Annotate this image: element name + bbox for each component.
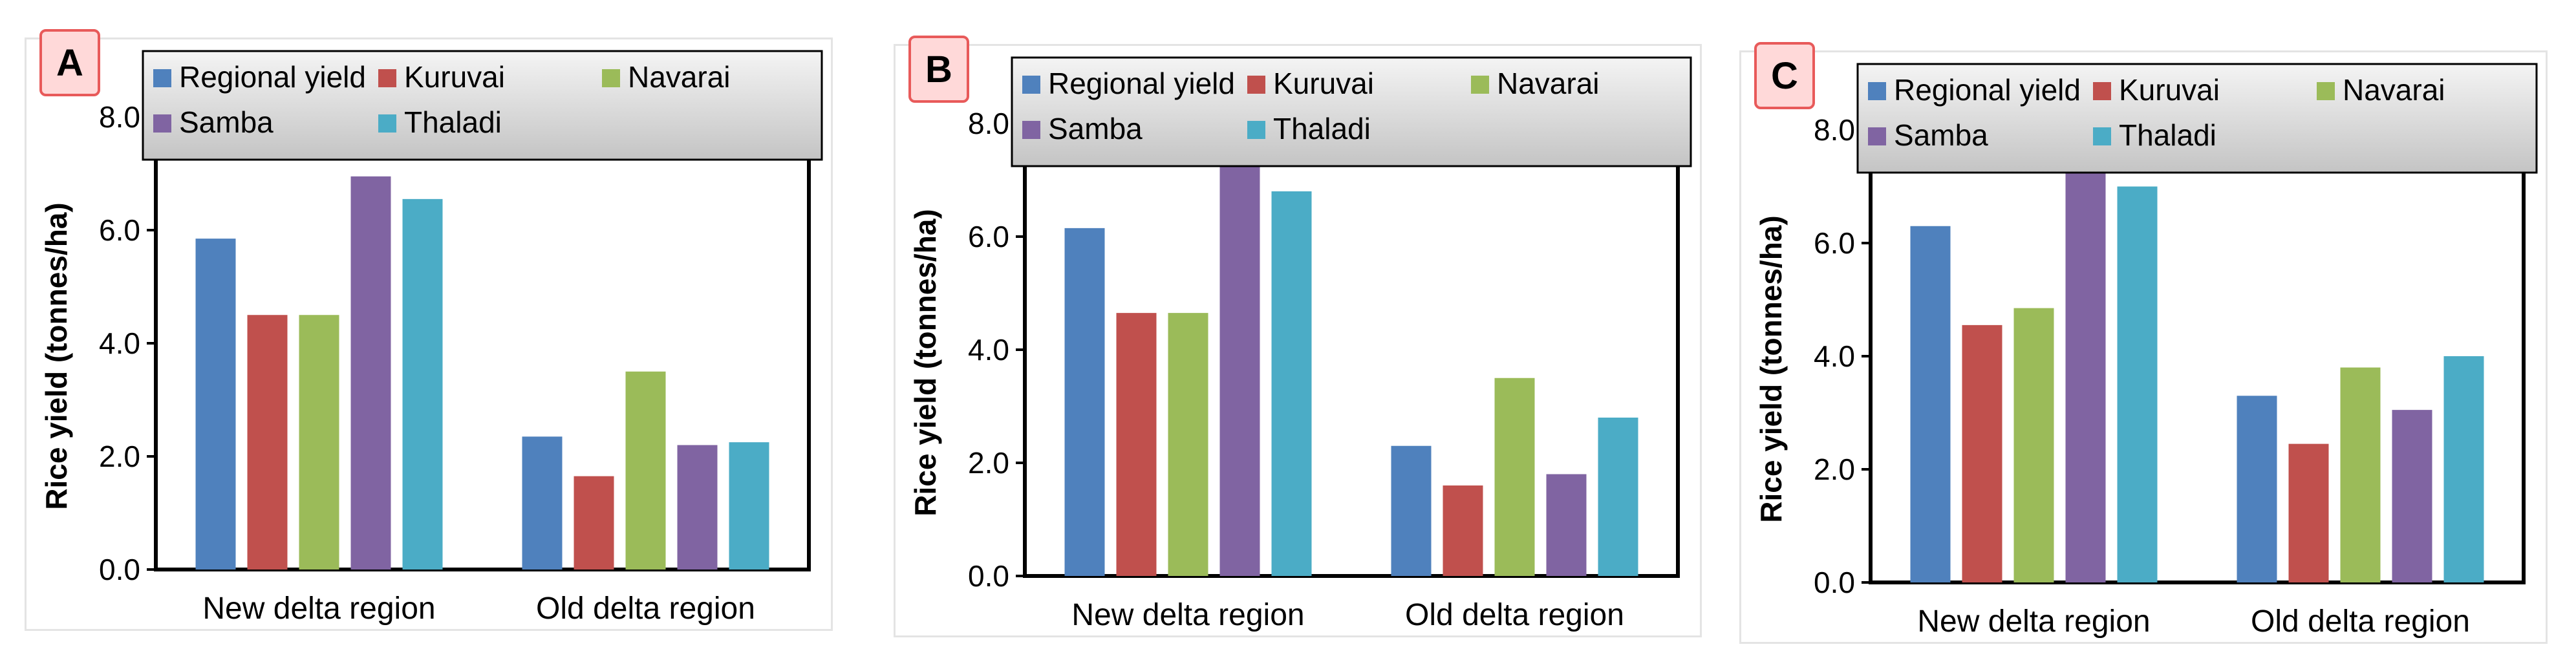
y-tick-label: 8.0 [968,107,1009,140]
bar-regional-yield-old-delta-region [2237,396,2277,582]
legend-swatch-thaladi [378,114,396,133]
legend-box [142,50,823,161]
legend-swatch-samba [1022,121,1040,139]
x-category-label: New delta region [1071,598,1304,632]
y-tick-label: 4.0 [99,326,140,360]
bar-kuruvai-new-delta-region [247,315,288,570]
bar-thaladi-old-delta-region [729,442,769,570]
x-category-label: Old delta region [2251,604,2470,639]
bar-kuruvai-old-delta-region [1443,485,1483,576]
legend-label-samba: Samba [1048,112,1143,145]
bar-samba-old-delta-region [677,445,718,570]
y-axis-title: Rice yield (tonnes/ha) [908,209,942,516]
y-tick-label: 0.0 [1814,566,1855,599]
y-tick-label: 6.0 [968,220,1009,253]
bar-navarai-new-delta-region [2013,308,2054,582]
legend-swatch-kuruvai [1247,76,1265,94]
chart-panel-c: 0.0 2.0 4.0 6.0 8.0 Rice yield (tonnes/ha) New… [1739,42,2548,644]
bar-navarai-new-delta-region [1168,313,1208,576]
chart-svg: 0.0 2.0 4.0 6.0 8.0 Rice yield (tonnes/ha) New… [39,29,823,626]
bar-thaladi-new-delta-region [402,198,443,570]
chart-panel-b: 0.0 2.0 4.0 6.0 8.0 Rice yield (tonnes/ha) New… [894,36,1702,637]
legend-swatch-samba [153,114,171,133]
bar-regional-yield-old-delta-region [1391,445,1432,576]
legend-swatch-navarai [1471,76,1489,94]
bar-samba-new-delta-region [1219,165,1260,576]
panel-badge [39,29,100,96]
legend-label-thaladi: Thaladi [2119,118,2216,152]
x-category-label: Old delta region [1405,598,1624,632]
y-tick-label: 2.0 [968,446,1009,480]
bar-samba-old-delta-region [1546,474,1587,576]
legend-label-thaladi: Thaladi [1273,112,1371,145]
y-tick-label: 6.0 [1814,226,1855,260]
bar-thaladi-new-delta-region [2117,186,2158,582]
legend-swatch-regional-yield [153,69,171,87]
legend-swatch-kuruvai [378,69,396,87]
y-axis-title: Rice yield (tonnes/ha) [1754,215,1788,522]
y-tick-label: 6.0 [99,213,140,247]
y-tick-label: 4.0 [1814,339,1855,373]
legend-label-regional-yield: Regional yield [1048,67,1235,100]
bar-navarai-old-delta-region [1494,378,1535,576]
y-tick-label: 8.0 [99,100,140,134]
bar-navarai-old-delta-region [2340,367,2381,582]
bar-kuruvai-new-delta-region [1116,313,1157,576]
legend-swatch-regional-yield [1868,82,1886,100]
bar-navarai-old-delta-region [625,371,666,570]
y-tick-label: 2.0 [1814,453,1855,486]
legend-swatch-samba [1868,127,1886,145]
legend-label-samba: Samba [1894,118,1988,152]
y-tick-label: 4.0 [968,333,1009,367]
legend-label-navarai: Navarai [628,60,731,94]
bar-samba-new-delta-region [2065,161,2106,582]
legend-label-kuruvai: Kuruvai [2119,73,2220,107]
legend-swatch-thaladi [2093,127,2111,145]
legend-label-navarai: Navarai [2343,73,2445,107]
legend-swatch-navarai [2317,82,2335,100]
bar-regional-yield-new-delta-region [195,239,236,570]
x-category-label: Old delta region [536,591,755,626]
bar-samba-old-delta-region [2392,410,2432,582]
legend-label-kuruvai: Kuruvai [1273,67,1374,100]
chart-svg: 0.0 2.0 4.0 6.0 8.0 Rice yield (tonnes/ha) New… [908,36,1692,632]
bar-thaladi-old-delta-region [1598,418,1638,576]
panel-letter: C [1771,55,1798,97]
panel-badge [1754,42,1815,109]
legend-swatch-regional-yield [1022,76,1040,94]
chart-panel-a: 0.0 2.0 4.0 6.0 8.0 Rice yield (tonnes/ha) New… [25,29,833,631]
legend-label-samba: Samba [179,105,274,139]
bar-kuruvai-old-delta-region [574,476,614,570]
y-tick-label: 8.0 [1814,113,1855,147]
panel-badge [908,36,969,103]
y-tick-label: 0.0 [968,559,1009,593]
legend-box [1856,63,2538,174]
legend-label-regional-yield: Regional yield [1894,73,2081,107]
x-category-label: New delta region [202,591,435,626]
bar-thaladi-old-delta-region [2443,356,2484,582]
legend-swatch-navarai [602,69,620,87]
legend-label-regional-yield: Regional yield [179,60,366,94]
legend-swatch-kuruvai [2093,82,2111,100]
y-tick-label: 0.0 [99,553,140,586]
bar-regional-yield-old-delta-region [522,436,563,570]
bar-regional-yield-new-delta-region [1064,228,1105,576]
bar-samba-new-delta-region [350,176,391,570]
panel-letter: B [925,48,952,91]
legend-box [1011,56,1692,167]
legend-label-navarai: Navarai [1497,67,1600,100]
bar-thaladi-new-delta-region [1271,191,1312,576]
bar-navarai-new-delta-region [299,315,339,570]
legend-swatch-thaladi [1247,121,1265,139]
y-tick-label: 2.0 [99,440,140,473]
bar-kuruvai-old-delta-region [2288,443,2329,582]
x-category-label: New delta region [1917,604,2150,639]
bar-regional-yield-new-delta-region [1910,226,1951,582]
bar-kuruvai-new-delta-region [1962,325,2002,582]
panel-letter: A [56,42,83,84]
chart-svg: 0.0 2.0 4.0 6.0 8.0 Rice yield (tonnes/ha) New… [1754,42,2538,639]
y-axis-title: Rice yield (tonnes/ha) [39,202,73,509]
legend-label-kuruvai: Kuruvai [404,60,505,94]
legend-label-thaladi: Thaladi [404,105,502,139]
